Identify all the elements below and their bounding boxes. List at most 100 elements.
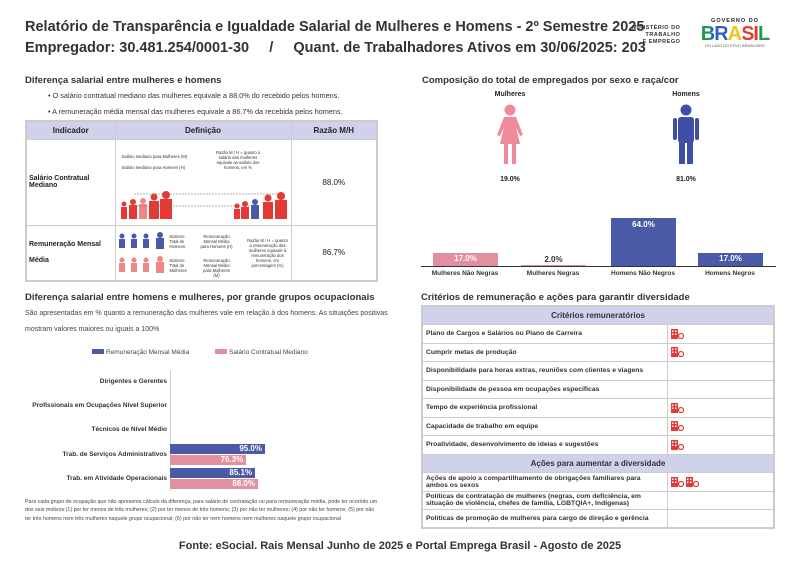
building-check-icon — [685, 476, 699, 487]
gov-main: BRASIL — [695, 24, 775, 44]
def-text: Remuneração Mensal Média para Homens (H) — [200, 233, 233, 249]
employer-info: Empregador: 30.481.254/0001-30 / Quant. … — [25, 40, 646, 56]
bar: 76.3% — [170, 455, 247, 465]
category-label: Homens Negros — [705, 270, 755, 277]
ministry-line: E EMPREGO — [642, 39, 681, 46]
criteria-table: Critérios remuneratórios Plano de Cargos … — [421, 305, 775, 529]
def-text: Número Total de Homens — [169, 233, 186, 249]
bar: 88.0% — [170, 479, 258, 489]
criterion-label: Ações de apoio a compartilhamento de obr… — [421, 472, 668, 492]
section-title: Critérios remuneratórios — [421, 305, 775, 325]
criterion-icons — [666, 379, 775, 399]
table-row: Proatividade, desenvolvimento de ideias … — [421, 435, 775, 455]
gov-top: GOVERNO DO — [711, 18, 759, 24]
def-text: Razão M / H = quanto o salário das mulhe… — [215, 149, 261, 170]
bar-value-label: 64.0% — [632, 220, 655, 229]
groups-desc: São apresentadas em % quanto a remuneraç… — [25, 310, 388, 317]
criterion-icons — [666, 472, 775, 492]
ministry-logo: MINISTÉRIO DO TRABALHO E EMPREGO — [632, 25, 680, 46]
criterion-label: Disponibilidade para horas extras, reuni… — [421, 361, 668, 381]
people-sum-icon — [118, 231, 164, 273]
def-text: Salário mediano para Homens (H) — [121, 164, 186, 170]
gov-sub: DO LADO DO POVO BRASILEIRO — [705, 44, 765, 48]
definition-cell: Número Total de Homens Remuneração Mensa… — [114, 224, 292, 282]
criterion-icons — [666, 342, 775, 362]
col-header: Razão M/H — [290, 120, 378, 140]
criterion-icons — [666, 435, 775, 455]
legend-label: Remuneração Mensal Média — [106, 349, 190, 356]
axis-line — [170, 394, 171, 418]
axis-line — [170, 418, 171, 442]
median-people-icon — [120, 190, 287, 219]
section-header: Ações para aumentar a diversidade — [421, 453, 775, 473]
criterion-label: Capacidade de trabalho em equipe — [421, 416, 668, 436]
building-check-icon — [670, 402, 684, 413]
bar-value-label: 17.0% — [719, 254, 742, 264]
ministry-line: TRABALHO — [645, 32, 681, 39]
legend-label: Salário Contratual Mediano — [229, 349, 308, 356]
bullet-2: • A remuneração média mensal das mulhere… — [48, 107, 343, 116]
diff-table: Indicador Definição Razão M/H Salário Cont… — [25, 120, 378, 282]
table-row: Ações de apoio a compartilhamento de obr… — [421, 472, 775, 492]
col-header: Indicador — [25, 120, 116, 140]
def-text: Razão M / H = quanto a remuneração das m… — [247, 237, 288, 268]
criterion-label: Políticas de promoção de mulheres para c… — [421, 509, 668, 529]
table-row: Políticas de contratação de mulheres (ne… — [421, 490, 775, 510]
source-footer: Fonte: eSocial. Rais Mensal Junho de 202… — [178, 540, 622, 552]
man-icon — [673, 104, 699, 164]
criterion-icons — [666, 509, 775, 529]
women-label: Mulheres — [494, 91, 526, 98]
table-row: Políticas de promoção de mulheres para c… — [421, 509, 775, 529]
x-axis — [421, 266, 776, 267]
indicator: Salário Contratual Mediano — [25, 138, 116, 226]
ratio-value: 86.7% — [290, 224, 378, 282]
def-text: Número Total de Mulheres — [169, 257, 187, 273]
category-label: Trab. em Atividade Operacionais — [66, 475, 167, 482]
axis-line — [170, 370, 171, 394]
women-pct: 19.0% — [500, 176, 520, 183]
legend-item: Salário Contratual Mediano — [215, 349, 308, 356]
men-pct: 81.0% — [676, 176, 696, 183]
table-row: Capacidade de trabalho em equipe — [421, 416, 775, 436]
table-row: Tempo de experiência profissional — [421, 398, 775, 418]
criterion-label: Disponibilidade de pessoa em ocupações e… — [421, 379, 668, 399]
ratio-value: 88.0% — [290, 138, 378, 226]
section-title: Ações para aumentar a diversidade — [421, 453, 775, 473]
section-header: Critérios remuneratórios — [421, 305, 775, 325]
bar-2: 64.0% — [611, 218, 676, 266]
gov-brasil-logo: GOVERNO DO BRASIL DO LADO DO POVO BRASIL… — [695, 18, 775, 48]
report-title: Relatório de Transparência e Igualdade S… — [25, 19, 645, 35]
table-row: Cumprir metas de produção — [421, 342, 775, 362]
composition-title: Composição do total de empregados por se… — [422, 75, 679, 86]
definition-cell: Salário mediano para Mulheres (M) Salári… — [114, 138, 292, 226]
men-label: Homens — [672, 91, 700, 98]
bar-3: 17.0% — [698, 253, 763, 266]
table-row: Remuneração Mensal Média Número Total de… — [25, 224, 378, 282]
criterion-label: Plano de Cargos e Salários ou Plano de C… — [421, 324, 668, 344]
category-label: Mulheres Negras — [526, 270, 580, 277]
bullet-1: • O salário contratual mediano das mulhe… — [48, 91, 340, 100]
col-header: Definição — [114, 120, 292, 140]
category-label: Trab. de Serviços Administrativos — [62, 451, 167, 458]
building-check-icon — [670, 439, 684, 450]
groups-footnote: Para cada grupo de ocupação que não apre… — [25, 499, 378, 522]
category-label: Dirigentes e Gerentes — [99, 378, 167, 385]
criterion-icons — [666, 490, 775, 510]
def-text: Salário mediano para Mulheres (M) — [121, 153, 188, 159]
category-label: Técnicos de Nível Médio — [91, 426, 168, 433]
bar-1: 2.0% — [521, 255, 586, 266]
bar-0: 17.0% — [433, 253, 498, 266]
def-text: Remuneração Mensal Média para Mulheres (… — [203, 257, 230, 278]
building-check-icon — [670, 421, 684, 432]
criterion-icons — [666, 416, 775, 436]
criterion-icons — [666, 324, 775, 344]
criterion-label: Cumprir metas de produção — [421, 342, 668, 362]
woman-icon — [497, 104, 523, 164]
groups-title: Diferença salarial entre homens e mulher… — [25, 292, 375, 303]
criterion-label: Proatividade, desenvolvimento de ideias … — [421, 435, 668, 455]
bar-value-label: 17.0% — [454, 254, 477, 264]
category-label: Profissionais em Ocupações Nível Superio… — [32, 402, 167, 409]
criterion-icons — [666, 361, 775, 381]
building-check-icon — [670, 347, 684, 358]
building-check-icon — [670, 328, 684, 339]
